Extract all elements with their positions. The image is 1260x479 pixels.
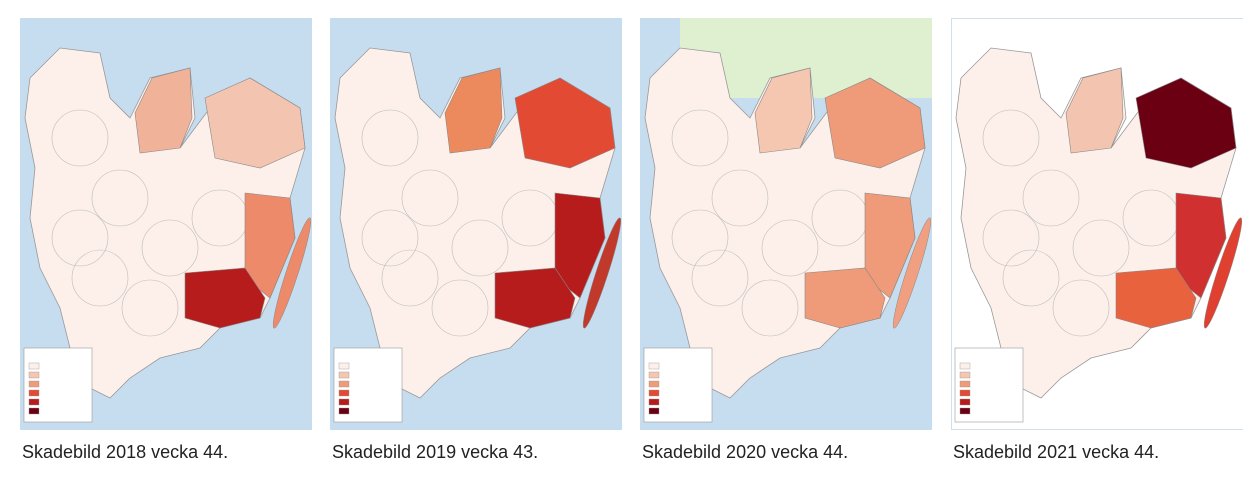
map (20, 18, 312, 430)
district (804, 267, 886, 329)
legend-swatch (648, 362, 660, 370)
island (892, 217, 932, 329)
district-border (982, 209, 1040, 267)
district-border (141, 219, 199, 277)
legend-swatch (28, 389, 40, 397)
district-border (1052, 279, 1110, 337)
district-border (1072, 219, 1130, 277)
district (1065, 67, 1124, 154)
district (1175, 192, 1227, 299)
district-border (671, 109, 729, 167)
map (330, 18, 622, 430)
legend-swatch (28, 380, 40, 388)
district-border (761, 219, 819, 277)
district-border (741, 279, 799, 337)
legend-swatch (338, 398, 350, 406)
legend-swatch (28, 398, 40, 406)
district-border (71, 249, 129, 307)
district-border (381, 249, 439, 307)
district (204, 77, 306, 169)
district-border (361, 209, 419, 267)
district-border (1022, 169, 1080, 227)
district-border (51, 109, 109, 167)
district (754, 67, 813, 154)
legend-swatch (648, 389, 660, 397)
caption: Skadebild 2020 vecka 44. (642, 442, 849, 462)
district-border (121, 279, 179, 337)
map (640, 18, 932, 430)
map (951, 18, 1243, 430)
district-border (691, 249, 749, 307)
caption: Skadebild 2019 vecka 43. (332, 442, 539, 462)
legend-swatch (648, 398, 660, 406)
district (134, 67, 193, 154)
district-border (361, 109, 419, 167)
legend-swatch (648, 407, 660, 415)
legend-swatch (959, 398, 971, 406)
legend-swatch (338, 362, 350, 370)
district-border (431, 279, 489, 337)
district-border (401, 169, 459, 227)
district (1115, 267, 1197, 329)
island (582, 217, 622, 329)
island (272, 217, 312, 329)
legend-swatch (648, 371, 660, 379)
district (1135, 77, 1237, 169)
district-border (1002, 249, 1060, 307)
district (514, 77, 616, 169)
district (554, 192, 606, 299)
district-border (451, 219, 509, 277)
legend-swatch (959, 380, 971, 388)
legend-swatch (28, 371, 40, 379)
district-border (671, 209, 729, 267)
caption: Skadebild 2021 vecka 44. (953, 442, 1160, 462)
legend-swatch (28, 407, 40, 415)
legend-swatch (959, 407, 971, 415)
legend-swatch (28, 362, 40, 370)
legend-swatch (648, 380, 660, 388)
district-border (91, 169, 149, 227)
legend-swatch (959, 371, 971, 379)
district (184, 267, 266, 329)
legend-swatch (338, 371, 350, 379)
legend-swatch (959, 362, 971, 370)
legend-swatch (338, 389, 350, 397)
legend-swatch (338, 407, 350, 415)
legend-swatch (338, 380, 350, 388)
district (864, 192, 916, 299)
caption: Skadebild 2018 vecka 44. (22, 442, 229, 462)
district-border (982, 109, 1040, 167)
island (1203, 217, 1243, 329)
district (494, 267, 576, 329)
district-border (711, 169, 769, 227)
legend-swatch (959, 389, 971, 397)
district (244, 192, 296, 299)
district (444, 67, 503, 154)
district (824, 77, 926, 169)
district-border (51, 209, 109, 267)
